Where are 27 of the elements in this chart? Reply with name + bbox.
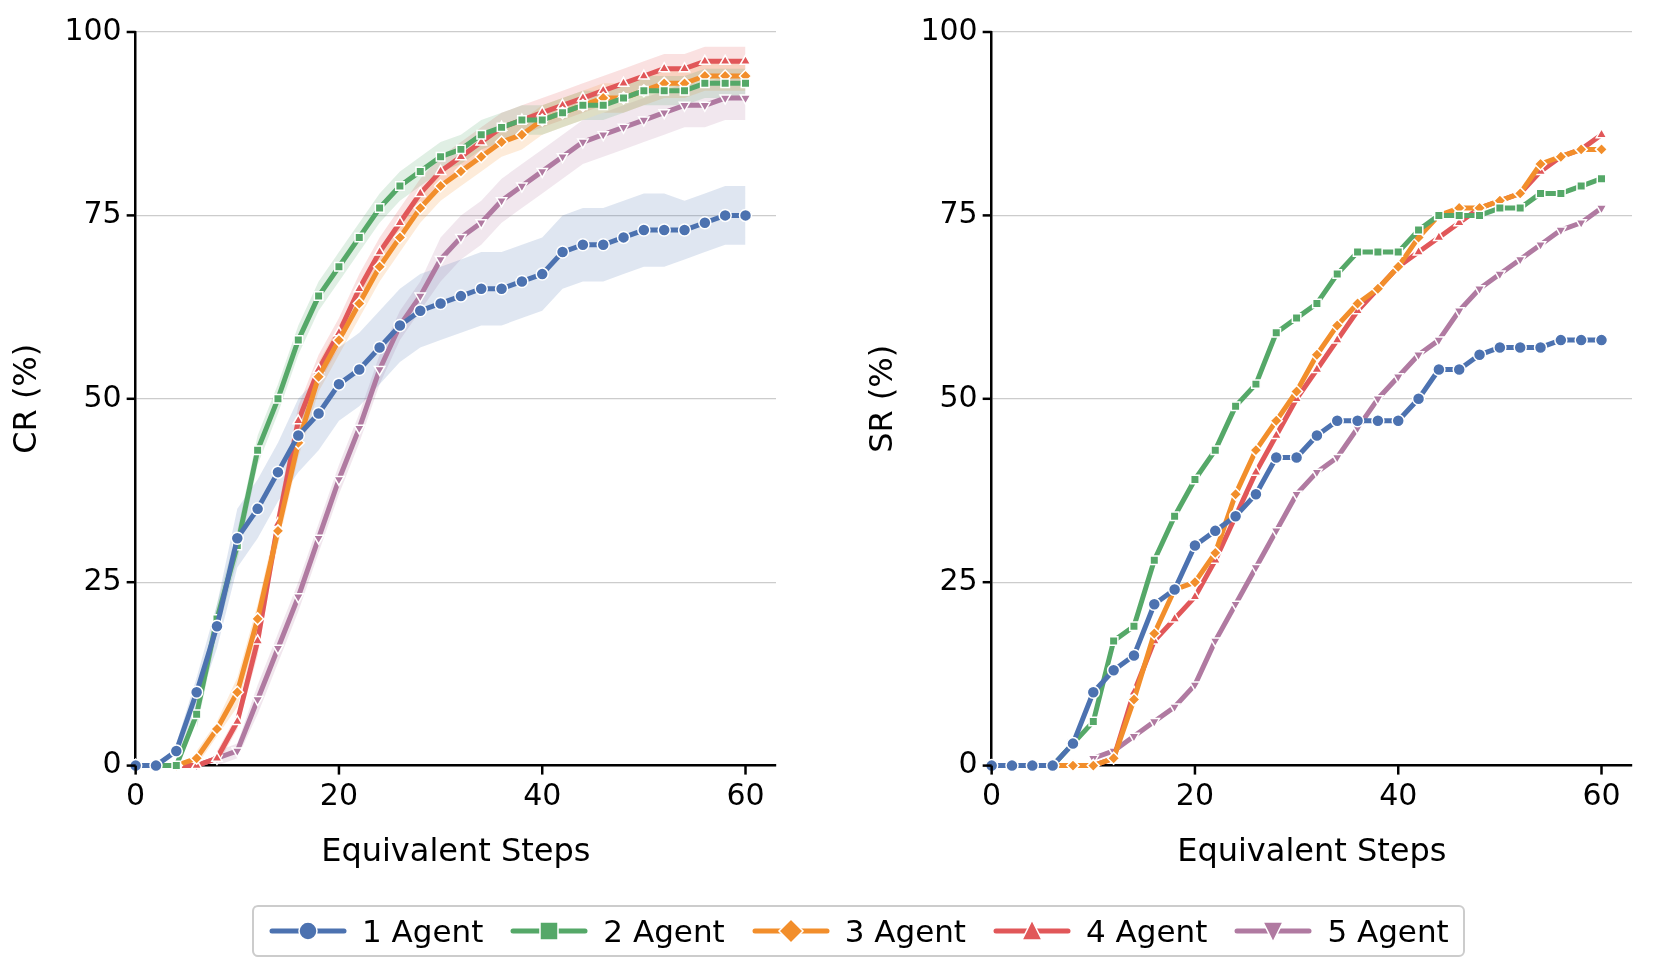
y-tick-label: 75 bbox=[939, 195, 978, 231]
y-tick-label: 50 bbox=[939, 378, 978, 414]
x-tick-label: 60 bbox=[726, 777, 765, 813]
x-axis-title: Equivalent Steps bbox=[321, 831, 591, 870]
x-tick-label: 0 bbox=[982, 777, 1002, 813]
y-tick-label: 100 bbox=[64, 11, 122, 47]
y-tick-label: 25 bbox=[83, 562, 122, 597]
legend-label: 4 Agent bbox=[1086, 913, 1208, 949]
y-tick-label: 0 bbox=[958, 745, 978, 781]
y-tick-label: 50 bbox=[83, 378, 122, 414]
x-tick-label: 0 bbox=[126, 777, 146, 813]
y-axis-title: SR (%) bbox=[861, 344, 900, 453]
y-tick-label: 100 bbox=[920, 11, 978, 47]
legend-label: 1 Agent bbox=[362, 913, 484, 949]
x-tick-label: 20 bbox=[1175, 777, 1215, 813]
x-tick-label: 60 bbox=[1582, 777, 1621, 813]
x-tick-label: 40 bbox=[1379, 777, 1418, 813]
y-tick-label: 25 bbox=[939, 562, 978, 597]
legend-label: 5 Agent bbox=[1327, 913, 1449, 949]
y-tick-label: 75 bbox=[83, 195, 122, 231]
legend-label: 3 Agent bbox=[844, 913, 967, 949]
x-axis-title: Equivalent Steps bbox=[1177, 831, 1447, 870]
legend-label: 2 Agent bbox=[603, 913, 725, 949]
x-tick-label: 20 bbox=[319, 777, 359, 813]
x-tick-label: 40 bbox=[523, 777, 562, 813]
y-axis-title: CR (%) bbox=[5, 343, 44, 454]
y-tick-label: 0 bbox=[102, 745, 122, 781]
